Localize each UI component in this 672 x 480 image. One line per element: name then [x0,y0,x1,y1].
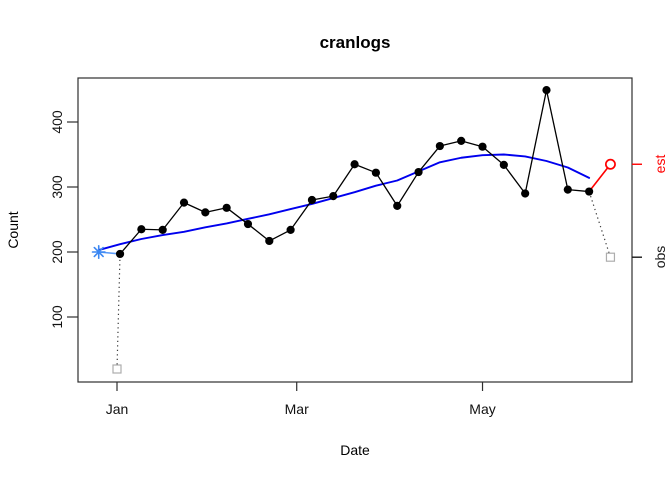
observed-point [265,236,274,246]
observed-point [563,185,572,194]
forecast-estimate-circle-marker [605,158,616,170]
observed-point [243,219,253,229]
right-tick-label-obs: obs [652,245,668,269]
y-tick-label: 400 [49,110,65,134]
observed-point [414,167,423,177]
observed-point [585,187,594,196]
observed-line [119,89,590,255]
observed-point [499,160,508,169]
observed-point [371,168,381,177]
observed-point [179,198,189,207]
observed-point [201,208,210,217]
forecast-estimate-connector [588,163,612,193]
observed-point [115,249,125,259]
asterisk-marker [93,246,104,258]
observed-point [286,225,295,234]
right-tick-label-est: est [652,154,668,174]
x-axis-title: Date [340,442,370,458]
partial-first-week-square-marker [112,364,122,374]
observed-point [222,203,231,212]
observed-point [521,189,530,198]
y-tick-label: 300 [49,175,65,199]
x-tick-label: Mar [284,401,309,417]
chart-title: cranlogs [319,33,391,52]
observed-point [478,142,487,151]
observed-point [457,136,466,145]
y-tick-label: 200 [49,240,65,264]
y-tick-label: 100 [49,305,65,329]
observed-point [542,86,551,95]
observed-point [329,192,338,201]
next-week-observed-connector [588,191,612,258]
next-week-observed-square-marker [605,252,616,262]
y-axis-title: Count [5,211,21,249]
observed-point [393,201,402,210]
x-tick-label: Jan [105,401,129,417]
observed-point [307,195,317,205]
observed-point [137,225,146,234]
plot-box [77,77,633,383]
observed-point [350,160,359,169]
observed-point [435,141,444,151]
partial-first-week-connector [116,253,121,370]
trend-line [97,153,591,252]
x-tick-label: May [469,401,496,417]
observed-point [158,225,167,234]
